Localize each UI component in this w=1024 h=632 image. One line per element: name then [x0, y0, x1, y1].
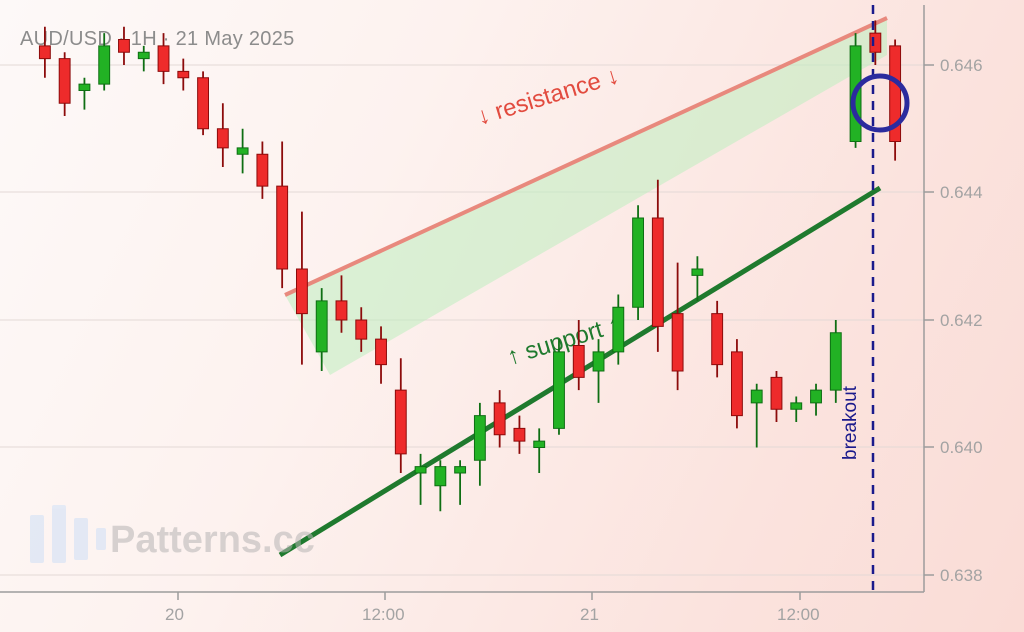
candle-body[interactable]	[217, 129, 228, 148]
candle-body[interactable]	[613, 307, 624, 352]
candle-body[interactable]	[158, 46, 169, 72]
candle-body[interactable]	[296, 269, 307, 314]
chart-svg: 0.646 0.644 0.642 0.640 0.638 20 12:00 2…	[0, 0, 1024, 632]
candle-body[interactable]	[99, 46, 110, 84]
x-axis-ticks: 20 12:00 21 12:00	[165, 592, 820, 624]
candle-body[interactable]	[435, 467, 446, 486]
candle-body[interactable]	[415, 467, 426, 473]
candle-body[interactable]	[672, 314, 683, 371]
candle-body[interactable]	[257, 154, 268, 186]
candle-body[interactable]	[554, 352, 565, 429]
watermark-text: Patterns.cc	[110, 519, 315, 561]
candle-body[interactable]	[652, 218, 663, 326]
resistance-line	[285, 18, 887, 295]
candle-body[interactable]	[474, 416, 485, 461]
candle-body[interactable]	[771, 377, 782, 409]
x-tick-2: 21	[580, 605, 599, 624]
candle-body[interactable]	[692, 269, 703, 275]
candle-body[interactable]	[119, 40, 130, 53]
candle-body[interactable]	[633, 218, 644, 307]
candle-body[interactable]	[731, 352, 742, 416]
y-tick-644: 0.644	[940, 183, 983, 202]
candle-body[interactable]	[395, 390, 406, 454]
watermark: Patterns.cc	[30, 505, 315, 563]
y-tick-646: 0.646	[940, 56, 983, 75]
candle-body[interactable]	[336, 301, 347, 320]
candle-body[interactable]	[514, 428, 525, 441]
x-tick-1: 12:00	[362, 605, 405, 624]
resistance-label-text: ↓ resistance ↓	[474, 62, 622, 131]
candle-body[interactable]	[59, 59, 70, 104]
candle-body[interactable]	[198, 78, 209, 129]
x-tick-0: 20	[165, 605, 184, 624]
candle-body[interactable]	[573, 346, 584, 378]
candle-body[interactable]	[494, 403, 505, 435]
candle-body[interactable]	[39, 46, 50, 59]
candle-body[interactable]	[751, 390, 762, 403]
candle-body[interactable]	[870, 33, 881, 52]
breakout-label-text: breakout	[840, 385, 861, 460]
y-tick-638: 0.638	[940, 566, 983, 585]
candle-body[interactable]	[830, 333, 841, 390]
candle-body[interactable]	[376, 339, 387, 365]
candle-body[interactable]	[534, 441, 545, 447]
candle-body[interactable]	[811, 390, 822, 403]
candle-body[interactable]	[178, 71, 189, 77]
gridlines	[0, 65, 924, 575]
candle-body[interactable]	[79, 84, 90, 90]
candle-body[interactable]	[138, 52, 149, 58]
candlestick-chart: AUD/USD · 1H · 21 May 2025 0.646 0.644 0…	[0, 0, 1024, 632]
y-axis-ticks: 0.646 0.644 0.642 0.640 0.638	[924, 56, 983, 585]
y-tick-640: 0.640	[940, 438, 983, 457]
candle-body[interactable]	[455, 467, 466, 473]
candle-body[interactable]	[593, 352, 604, 371]
candle-body[interactable]	[237, 148, 248, 154]
candle-body[interactable]	[791, 403, 802, 409]
candle-body[interactable]	[712, 314, 723, 365]
y-tick-642: 0.642	[940, 311, 983, 330]
candle-body[interactable]	[277, 186, 288, 269]
candle-body[interactable]	[316, 301, 327, 352]
x-tick-3: 12:00	[777, 605, 820, 624]
candle-body[interactable]	[356, 320, 367, 339]
